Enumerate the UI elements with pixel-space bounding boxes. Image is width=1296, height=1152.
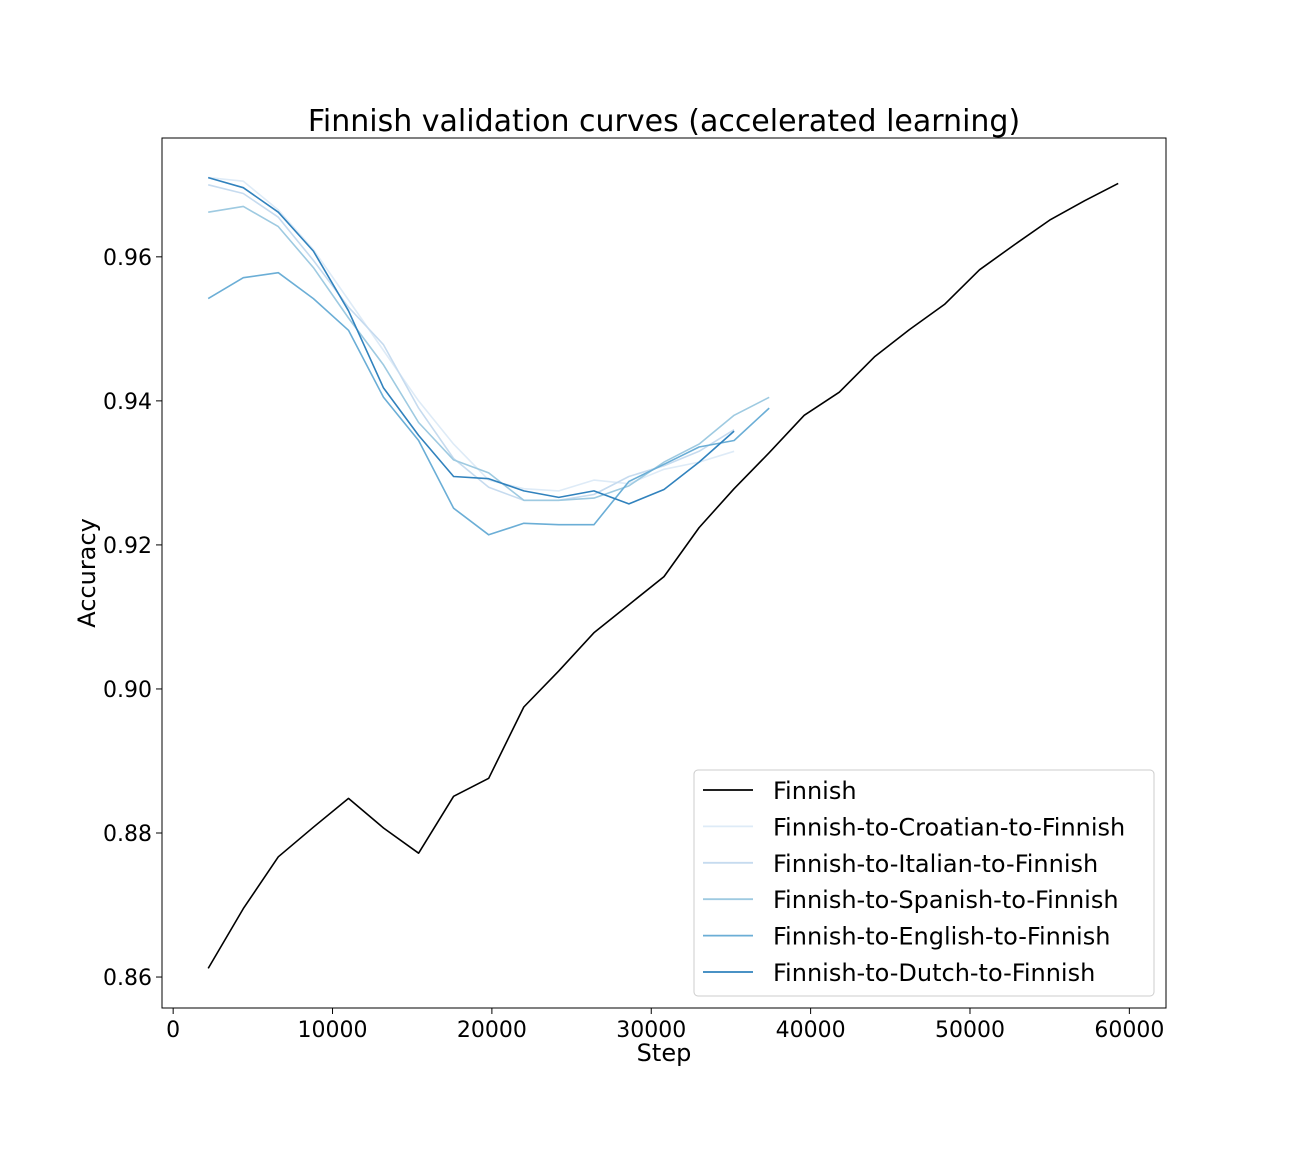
legend-label: Finnish-to-Italian-to-Finnish: [773, 850, 1098, 878]
series-line-finnish-to-english-to-finnish: [207, 271, 770, 536]
x-tick-label: 60000: [1094, 1018, 1164, 1043]
y-tick-label: 0.86: [103, 966, 152, 991]
x-axis-label: Step: [637, 1039, 692, 1067]
legend-box: [693, 769, 1155, 997]
legend-label: Finnish-to-Croatian-to-Finnish: [773, 813, 1125, 841]
legend-label: Finnish: [773, 777, 857, 805]
y-tick-label: 0.96: [103, 246, 152, 271]
series-line-finnish-to-italian-to-finnish: [208, 184, 735, 502]
chart-title: Finnish validation curves (accelerated l…: [308, 104, 1020, 139]
y-axis-ticks: 0.86 0.88 0.90 0.92 0.94 0.96: [103, 246, 162, 991]
legend: Finnish Finnish-to-Croatian-to-Finnish Fin…: [693, 769, 1155, 997]
series-line-finnish: [207, 182, 1119, 969]
series-line-finnish-to-spanish-to-finnish: [208, 205, 770, 502]
x-tick-label: 10000: [298, 1018, 368, 1043]
plot-frame: [161, 137, 1167, 1009]
series-line-finnish-to-dutch-to-finnish: [207, 176, 735, 505]
y-tick-label: 0.90: [103, 678, 152, 703]
x-tick-label: 20000: [457, 1018, 527, 1043]
y-tick-label: 0.88: [103, 822, 152, 847]
legend-label: Finnish-to-English-to-Finnish: [773, 923, 1110, 951]
y-tick-label: 0.94: [103, 390, 152, 415]
x-tick-label: 40000: [776, 1018, 846, 1043]
x-tick-label: 0: [166, 1018, 180, 1043]
series-line-finnish-to-croatian-to-finnish: [208, 176, 735, 492]
x-tick-label: 50000: [935, 1018, 1005, 1043]
legend-items: Finnish Finnish-to-Croatian-to-Finnish Fin…: [703, 777, 1125, 987]
y-tick-label: 0.92: [103, 534, 152, 559]
legend-label: Finnish-to-Spanish-to-Finnish: [773, 886, 1119, 914]
plot-lines: [207, 176, 1119, 969]
legend-label: Finnish-to-Dutch-to-Finnish: [773, 959, 1095, 987]
x-axis-ticks: 0 10000 20000 30000 40000 50000 60000: [166, 1008, 1164, 1043]
y-axis-label: Accuracy: [73, 518, 101, 628]
x-tick-label: 30000: [616, 1018, 686, 1043]
